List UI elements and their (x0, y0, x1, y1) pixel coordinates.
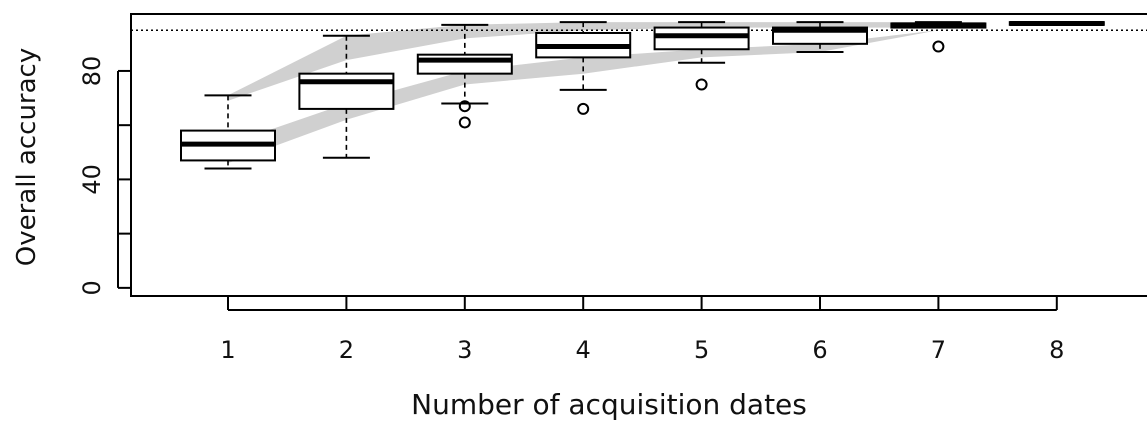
x-tick-label: 4 (576, 336, 591, 364)
ribbons-layer (228, 22, 939, 164)
box-iqr (653, 26, 750, 51)
box-1 (180, 94, 276, 170)
y-tick-label: 80 (78, 56, 106, 87)
box-7 (890, 21, 987, 53)
outlier-point (932, 40, 945, 53)
box-3 (416, 23, 513, 129)
box-2 (298, 34, 395, 159)
x-tick-label: 5 (694, 336, 709, 364)
x-tick-label: 8 (1049, 336, 1064, 364)
outlier-point (695, 78, 708, 91)
outlier-point (577, 102, 590, 115)
x-axis-label: Number of acquisition dates (411, 388, 807, 421)
x-tick-label: 3 (457, 336, 472, 364)
box-iqr (416, 53, 513, 75)
plot-frame (130, 13, 1147, 297)
x-tick-label: 2 (339, 336, 354, 364)
x-axis: 1 2 3 4 5 6 7 8 (220, 296, 1064, 364)
box-4 (535, 21, 632, 115)
ribbon-1 (228, 22, 939, 101)
outlier-point (458, 116, 471, 129)
y-axis-label: Overall accuracy (12, 48, 42, 267)
x-tick-label: 7 (931, 336, 946, 364)
x-tick-label: 1 (220, 336, 235, 364)
x-tick-label: 6 (812, 336, 827, 364)
outlier-point (458, 100, 471, 113)
box-8 (1008, 20, 1105, 26)
box-iqr (298, 72, 395, 110)
box-5 (653, 21, 750, 91)
y-axis: 0 40 80 (78, 56, 131, 296)
y-tick-label: 0 (78, 280, 106, 295)
box-6 (772, 21, 868, 53)
boxes-layer (180, 20, 1105, 170)
y-tick-label: 40 (78, 164, 106, 195)
